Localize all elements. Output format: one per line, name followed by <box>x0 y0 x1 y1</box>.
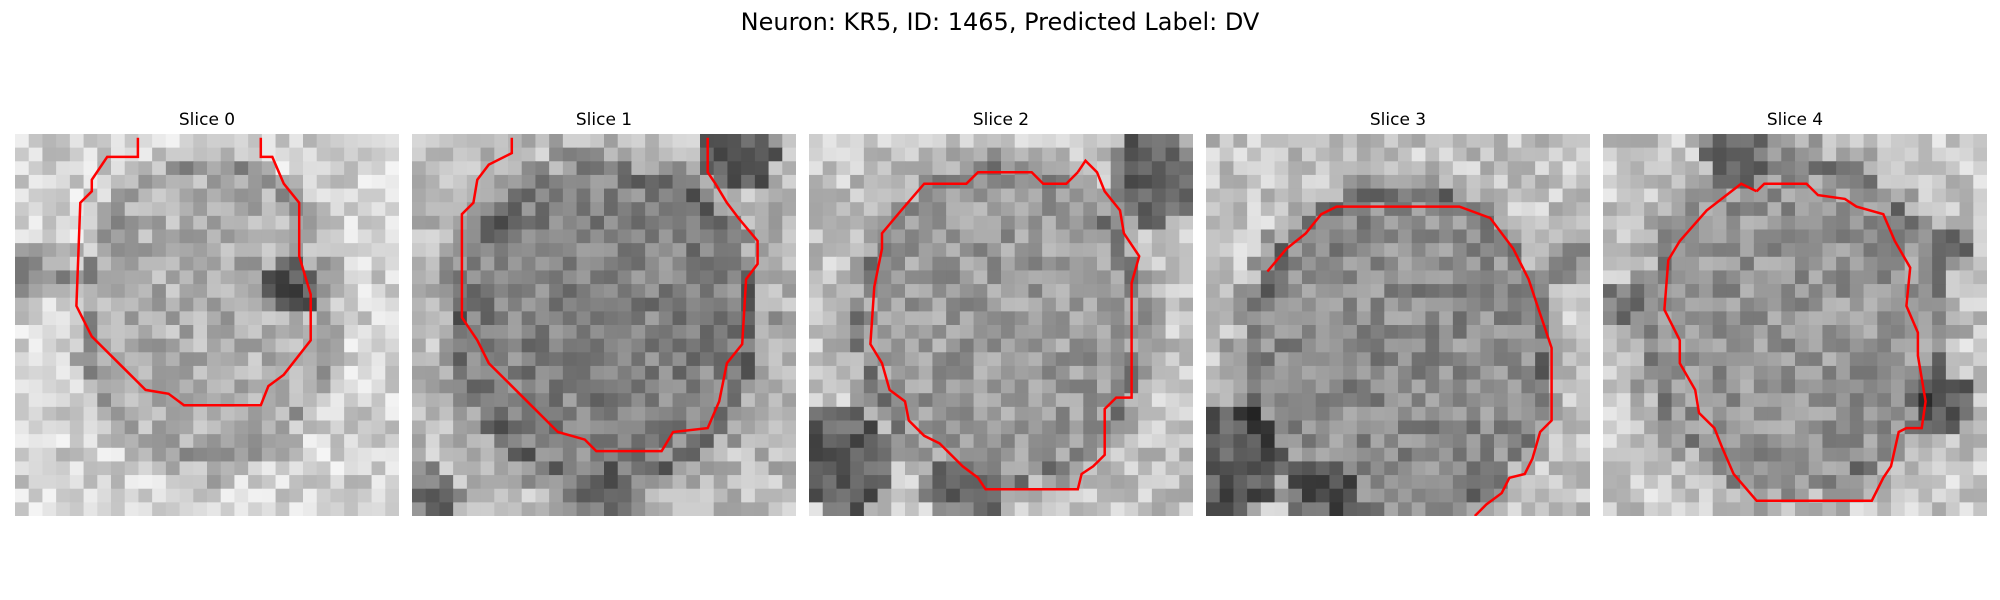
slice-image-3 <box>1206 134 1590 516</box>
slice-title-0: Slice 0 <box>178 110 236 130</box>
slice-image-2 <box>809 134 1193 516</box>
contour-2 <box>869 158 1141 491</box>
figure-title: Neuron: KR5, ID: 1465, Predicted Label: … <box>740 8 1260 36</box>
slice-panel-1: Slice 1 <box>412 108 796 516</box>
contour-1 <box>460 137 759 453</box>
slice-title-3: Slice 3 <box>1369 110 1427 130</box>
contour-3 <box>1266 205 1553 516</box>
contour-0 <box>75 137 312 407</box>
slice-panel-3: Slice 3 <box>1206 108 1590 516</box>
slice-image-1 <box>412 134 796 516</box>
slice-title-2: Slice 2 <box>972 110 1030 130</box>
slice-title-4: Slice 4 <box>1766 110 1824 130</box>
slice-panel-4: Slice 4 <box>1603 108 1987 516</box>
slice-image-0 <box>15 134 399 516</box>
slice-panel-0: Slice 0 <box>15 108 399 516</box>
slice-image-4 <box>1603 134 1987 516</box>
contour-4 <box>1663 182 1927 502</box>
slice-panel-2: Slice 2 <box>809 108 1193 516</box>
slice-title-1: Slice 1 <box>575 110 633 130</box>
